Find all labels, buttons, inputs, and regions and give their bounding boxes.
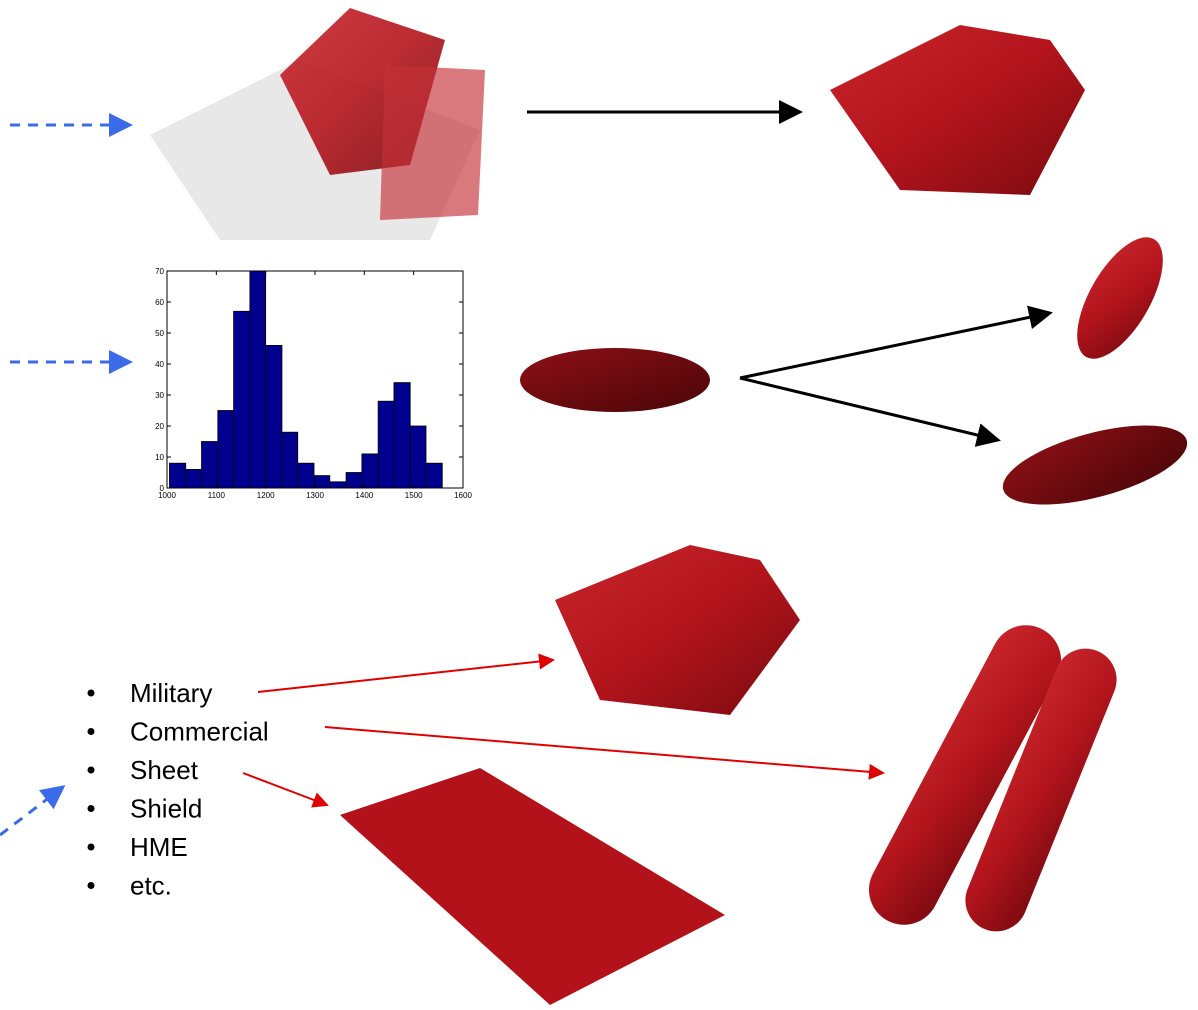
bar bbox=[186, 469, 202, 488]
bar bbox=[362, 454, 378, 488]
render-piece bbox=[995, 410, 1195, 521]
render-folded bbox=[520, 348, 710, 412]
y-tick-label: 0 bbox=[160, 484, 165, 493]
list-item: Military bbox=[130, 678, 212, 708]
bar bbox=[234, 311, 250, 488]
x-tick-label: 1400 bbox=[355, 491, 373, 500]
bullet bbox=[88, 690, 95, 697]
bar bbox=[394, 383, 410, 488]
list-item: etc. bbox=[130, 871, 172, 901]
list-item: Shield bbox=[130, 794, 202, 824]
render-piece bbox=[1060, 224, 1180, 372]
render-pad bbox=[830, 25, 1085, 195]
bar bbox=[330, 482, 346, 488]
bar bbox=[410, 426, 426, 488]
bar bbox=[202, 442, 218, 489]
y-tick-label: 20 bbox=[155, 422, 164, 431]
render-pad bbox=[555, 545, 800, 715]
render-rolls bbox=[857, 613, 1126, 941]
bar bbox=[314, 476, 330, 488]
bullet bbox=[88, 805, 95, 812]
list-item: Commercial bbox=[130, 717, 269, 747]
diagram: 1000110012001300140015001600010203040506… bbox=[0, 0, 1198, 1010]
x-tick-label: 1500 bbox=[405, 491, 423, 500]
bar bbox=[218, 411, 234, 489]
bar bbox=[378, 401, 394, 488]
bullet-list: Military Commercial Sheet Shield HME etc. bbox=[88, 678, 269, 901]
y-tick-label: 70 bbox=[155, 267, 164, 276]
bar bbox=[266, 345, 282, 488]
bar bbox=[250, 271, 266, 488]
y-tick-label: 10 bbox=[155, 453, 164, 462]
list-item: Sheet bbox=[130, 755, 199, 785]
bullet bbox=[88, 767, 95, 774]
x-tick-label: 1100 bbox=[208, 491, 226, 500]
bullet bbox=[88, 728, 95, 735]
y-tick-label: 40 bbox=[155, 360, 164, 369]
bar bbox=[298, 463, 314, 488]
bullet bbox=[88, 844, 95, 851]
bar bbox=[426, 463, 442, 488]
bar bbox=[169, 463, 185, 488]
render-scatter bbox=[150, 8, 485, 240]
bar bbox=[346, 473, 362, 489]
x-tick-label: 1200 bbox=[257, 491, 275, 500]
render-sheet bbox=[340, 768, 725, 1005]
y-tick-label: 60 bbox=[155, 298, 164, 307]
bar bbox=[282, 432, 298, 488]
y-tick-label: 30 bbox=[155, 391, 164, 400]
y-tick-label: 50 bbox=[155, 329, 164, 338]
bullet bbox=[88, 882, 95, 889]
list-item: HME bbox=[130, 832, 188, 862]
x-tick-label: 1300 bbox=[306, 491, 324, 500]
x-tick-label: 1600 bbox=[454, 491, 472, 500]
